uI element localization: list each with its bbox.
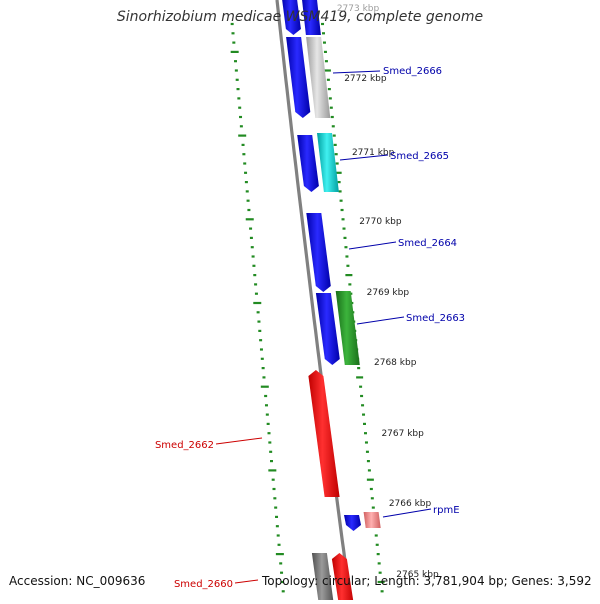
gene-smed-2667 — [282, 0, 301, 35]
accession-text: Accession: NC_009636 — [9, 574, 146, 588]
tick-label: 2768 kbp — [374, 358, 417, 368]
gene-label-leader — [356, 316, 405, 325]
gene-label: Smed_2660 — [174, 579, 233, 590]
gene-rpme-a — [344, 515, 361, 531]
gene-label-leader — [332, 70, 381, 74]
gene-smed-2664 — [306, 213, 331, 292]
gene-smed-2663-b — [335, 291, 360, 365]
gene-label-leader — [382, 508, 432, 518]
gene-smed-2666-b — [306, 37, 331, 118]
gene-label: Smed_2663 — [406, 313, 465, 324]
tick-label: 2769 kbp — [367, 288, 410, 298]
gene-smed-2663 — [315, 293, 340, 365]
gene-smed-2665-b — [317, 133, 339, 192]
tick-label: 2772 kbp — [344, 74, 387, 84]
gene-label: Smed_2665 — [390, 151, 449, 162]
gene-label: Smed_2664 — [398, 238, 457, 249]
map-title: Sinorhizobium medicae WSM419, complete g… — [116, 9, 484, 25]
tick-label: 2771 kbp — [352, 148, 395, 158]
gene-label-leader — [339, 154, 389, 161]
gene-label: Smed_2662 — [155, 440, 214, 451]
gene-label: Smed_2666 — [383, 66, 442, 77]
gene-label-leader — [348, 241, 397, 250]
tick-label: 2767 kbp — [381, 429, 424, 439]
gc-content-track — [230, 22, 385, 593]
gene-smed-2660-b — [311, 553, 334, 604]
gene-smed-2660 — [331, 553, 354, 604]
tick-label: 2766 kbp — [389, 499, 432, 509]
gene-track — [282, 0, 381, 604]
gene-labels: Smed_2666 Smed_2665 Smed_2664 Smed_2663 Smed… — [155, 66, 465, 590]
tick-label: 2773 kbp — [337, 4, 380, 14]
backbone-track — [275, 0, 352, 601]
backbone-line — [275, 0, 352, 601]
gene-rpme — [363, 512, 381, 528]
tick-label: 2770 kbp — [359, 217, 402, 227]
gene-label-leader — [215, 437, 263, 445]
tick-label: 2765 kbp — [396, 570, 439, 580]
coordinate-ticks: 2773 kbp 2772 kbp 2771 kbp 2770 kbp 2769 kbp… — [337, 4, 439, 580]
gene-label-leader — [234, 579, 259, 584]
gene-top-right — [302, 0, 321, 35]
topology-text: Topology: circular; Length: 3,781,904 bp… — [262, 574, 592, 588]
gene-smed-2662 — [308, 370, 340, 497]
gene-smed-2666 — [286, 37, 311, 118]
gene-smed-2665 — [297, 135, 319, 192]
gene-label: rpmE — [433, 505, 460, 516]
